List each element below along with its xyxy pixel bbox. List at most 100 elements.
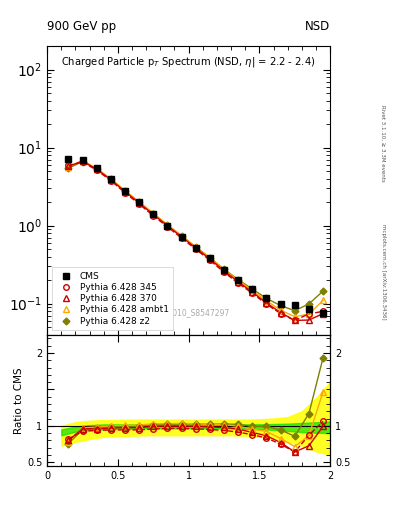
- CMS: [151, 211, 156, 217]
- Pythia 6.428 345: [80, 159, 85, 165]
- CMS: [137, 199, 141, 205]
- Pythia 6.428 z2: [108, 176, 113, 182]
- Pythia 6.428 345: [250, 290, 255, 296]
- Pythia 6.428 370: [165, 223, 170, 229]
- Pythia 6.428 370: [94, 166, 99, 173]
- Pythia 6.428 ambt1: [66, 164, 71, 170]
- Pythia 6.428 345: [222, 269, 226, 275]
- Pythia 6.428 ambt1: [208, 255, 212, 261]
- Pythia 6.428 345: [208, 257, 212, 263]
- Pythia 6.428 z2: [137, 199, 141, 205]
- Pythia 6.428 z2: [236, 276, 241, 283]
- Y-axis label: Ratio to CMS: Ratio to CMS: [14, 367, 24, 434]
- CMS: [278, 301, 283, 307]
- CMS: [321, 310, 325, 316]
- Pythia 6.428 345: [307, 311, 311, 317]
- CMS: [208, 255, 212, 262]
- Pythia 6.428 370: [108, 177, 113, 183]
- CMS: [179, 233, 184, 240]
- Text: NSD: NSD: [305, 20, 330, 33]
- Text: CMS_2010_S8547297: CMS_2010_S8547297: [147, 308, 230, 317]
- Pythia 6.428 345: [264, 301, 269, 307]
- Pythia 6.428 z2: [193, 244, 198, 250]
- Pythia 6.428 z2: [66, 165, 71, 171]
- Pythia 6.428 z2: [208, 254, 212, 261]
- CMS: [165, 223, 170, 229]
- Pythia 6.428 ambt1: [165, 222, 170, 228]
- Pythia 6.428 345: [137, 201, 141, 207]
- Pythia 6.428 345: [123, 189, 127, 196]
- Pythia 6.428 z2: [264, 295, 269, 302]
- Pythia 6.428 370: [307, 317, 311, 323]
- Line: Pythia 6.428 ambt1: Pythia 6.428 ambt1: [65, 158, 326, 320]
- Pythia 6.428 370: [208, 256, 212, 262]
- Pythia 6.428 z2: [250, 286, 255, 292]
- Pythia 6.428 345: [193, 246, 198, 252]
- Pythia 6.428 z2: [321, 288, 325, 294]
- Pythia 6.428 370: [278, 309, 283, 315]
- CMS: [264, 295, 269, 301]
- Pythia 6.428 ambt1: [137, 199, 141, 205]
- Pythia 6.428 345: [165, 224, 170, 230]
- Pythia 6.428 370: [179, 234, 184, 240]
- Pythia 6.428 ambt1: [193, 244, 198, 250]
- Text: 900 GeV pp: 900 GeV pp: [47, 20, 116, 33]
- Pythia 6.428 z2: [222, 266, 226, 272]
- Pythia 6.428 z2: [179, 233, 184, 239]
- CMS: [236, 277, 241, 283]
- Pythia 6.428 370: [193, 245, 198, 251]
- Pythia 6.428 ambt1: [292, 314, 297, 320]
- Pythia 6.428 370: [250, 289, 255, 295]
- Pythia 6.428 ambt1: [321, 297, 325, 304]
- CMS: [123, 188, 127, 194]
- Pythia 6.428 370: [137, 200, 141, 206]
- Pythia 6.428 ambt1: [179, 232, 184, 239]
- Text: Charged Particle p$_T$ Spectrum (NSD, $\eta$| = 2.2 - 2.4): Charged Particle p$_T$ Spectrum (NSD, $\…: [61, 55, 316, 69]
- Pythia 6.428 z2: [80, 159, 85, 165]
- Pythia 6.428 345: [151, 212, 156, 219]
- CMS: [80, 157, 85, 163]
- Pythia 6.428 370: [292, 317, 297, 324]
- Pythia 6.428 z2: [307, 301, 311, 307]
- Pythia 6.428 345: [108, 178, 113, 184]
- Pythia 6.428 370: [123, 188, 127, 195]
- Pythia 6.428 345: [292, 317, 297, 324]
- Pythia 6.428 ambt1: [108, 176, 113, 182]
- Pythia 6.428 370: [66, 163, 71, 169]
- CMS: [307, 306, 311, 312]
- Pythia 6.428 370: [321, 311, 325, 317]
- CMS: [108, 176, 113, 182]
- Pythia 6.428 z2: [292, 308, 297, 314]
- Text: Rivet 3.1.10, ≥ 3.3M events: Rivet 3.1.10, ≥ 3.3M events: [381, 105, 386, 182]
- Pythia 6.428 z2: [165, 222, 170, 228]
- Pythia 6.428 ambt1: [278, 307, 283, 313]
- CMS: [222, 267, 226, 273]
- Pythia 6.428 345: [278, 310, 283, 316]
- CMS: [250, 286, 255, 292]
- Pythia 6.428 ambt1: [307, 311, 311, 317]
- Pythia 6.428 z2: [278, 303, 283, 309]
- Pythia 6.428 370: [236, 279, 241, 285]
- Pythia 6.428 345: [66, 162, 71, 168]
- Legend: CMS, Pythia 6.428 345, Pythia 6.428 370, Pythia 6.428 ambt1, Pythia 6.428 z2: CMS, Pythia 6.428 345, Pythia 6.428 370,…: [51, 267, 173, 330]
- Pythia 6.428 ambt1: [80, 158, 85, 164]
- Pythia 6.428 ambt1: [222, 266, 226, 272]
- Line: Pythia 6.428 370: Pythia 6.428 370: [65, 158, 326, 324]
- Line: CMS: CMS: [65, 156, 326, 316]
- Line: Pythia 6.428 z2: Pythia 6.428 z2: [66, 159, 325, 313]
- CMS: [193, 245, 198, 251]
- Pythia 6.428 370: [80, 158, 85, 164]
- Pythia 6.428 ambt1: [236, 278, 241, 284]
- Pythia 6.428 ambt1: [250, 287, 255, 293]
- CMS: [94, 165, 99, 171]
- Pythia 6.428 ambt1: [264, 297, 269, 304]
- CMS: [66, 156, 71, 162]
- Pythia 6.428 ambt1: [94, 165, 99, 172]
- Pythia 6.428 345: [179, 235, 184, 241]
- Pythia 6.428 345: [321, 308, 325, 314]
- CMS: [292, 302, 297, 308]
- Pythia 6.428 z2: [123, 188, 127, 194]
- Pythia 6.428 370: [222, 268, 226, 274]
- Pythia 6.428 z2: [94, 166, 99, 172]
- Pythia 6.428 370: [264, 300, 269, 306]
